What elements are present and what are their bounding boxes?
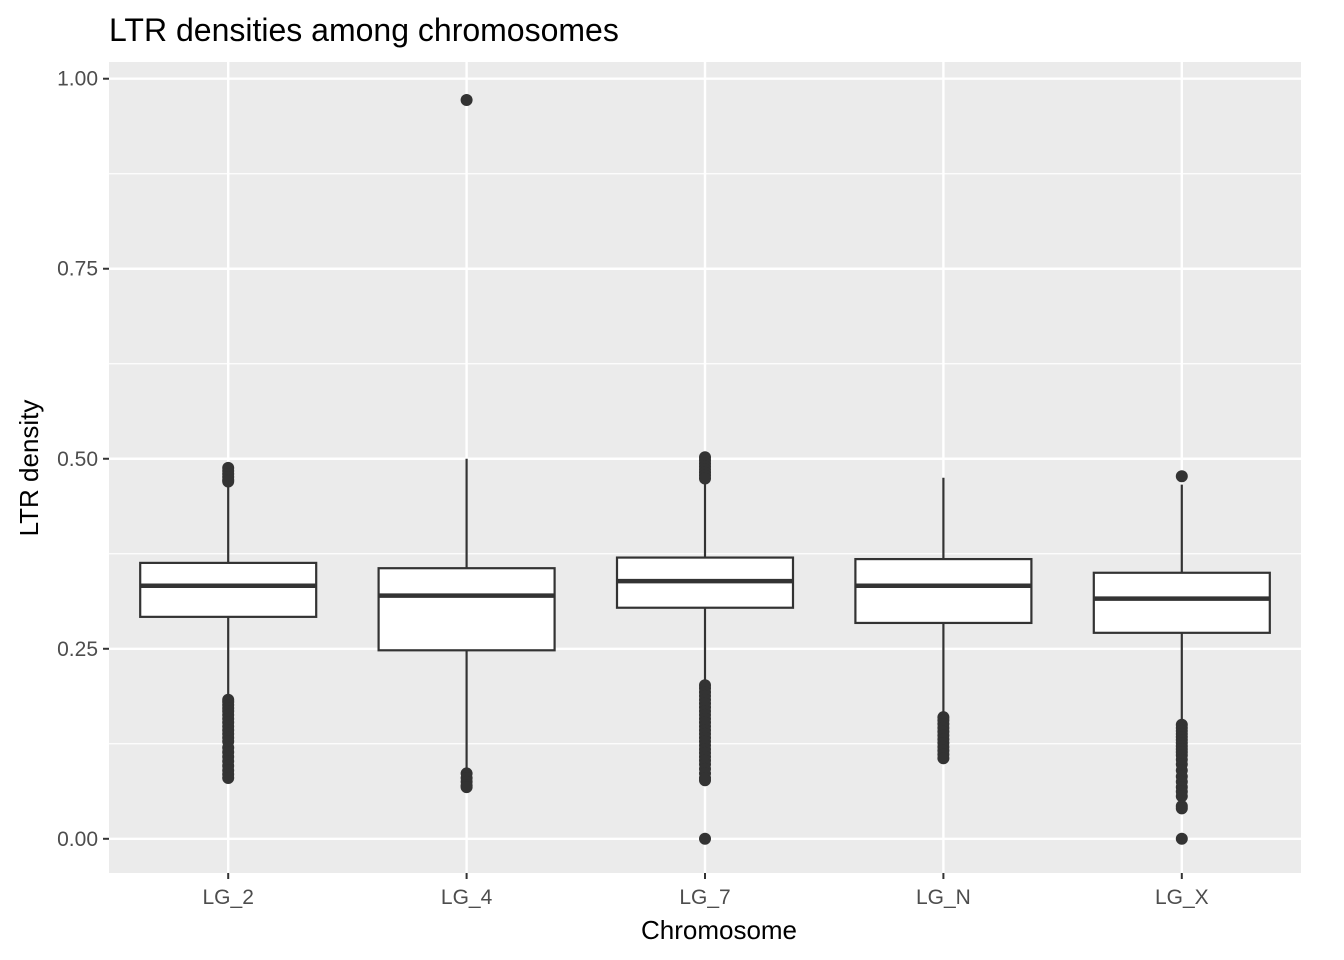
box-iqr [139,561,318,618]
box-iqr [377,567,556,652]
box-iqr [1092,571,1271,634]
box-LG_7 [615,451,795,845]
outlier-point [460,781,473,794]
box-iqr [854,557,1033,625]
outlier-point [699,472,711,485]
y-axis: 0.00 0.25 0.50 0.75 1.00 [57,68,109,851]
x-axis: LG_2 LG_4 LG_7 LG_N LG_X [203,873,1209,909]
box-LG_X [1092,470,1271,845]
outlier-point [1175,802,1188,815]
box-LG_2 [139,461,318,784]
outlier-point [937,752,950,765]
x-axis-title: Chromosome [641,915,797,945]
x-tick-label: LG_X [1155,886,1209,909]
y-tick-label: 0.25 [57,638,98,661]
y-tick-label: 1.00 [57,68,98,91]
boxes [139,94,1271,845]
x-tick-label: LG_7 [679,886,730,909]
outlier-point [699,774,711,787]
y-tick-label: 0.50 [57,448,98,471]
chart-title: LTR densities among chromosomes [109,12,619,48]
x-tick-label: LG_2 [203,886,254,909]
box-LG_4 [377,94,556,794]
x-tick-label: LG_N [916,886,971,909]
outlier-point [460,94,473,107]
outlier-point [222,475,235,488]
outlier-point [1175,832,1188,845]
box-LG_N [854,477,1033,765]
y-axis-title: LTR density [14,400,44,537]
outlier-point [699,832,711,845]
outlier-point [1175,790,1188,803]
x-tick-label: LG_4 [441,886,493,909]
y-tick-label: 0.00 [57,828,98,851]
outlier-point [222,771,235,784]
y-tick-label: 0.75 [57,258,98,281]
outlier-point [1175,470,1188,483]
